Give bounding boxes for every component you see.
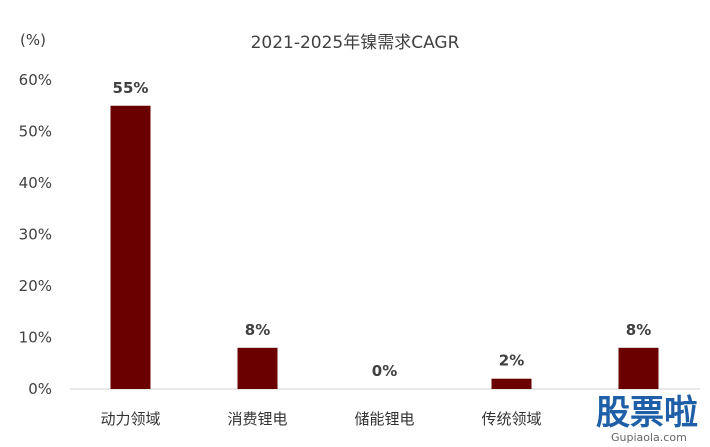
y-tick-label: 0% bbox=[28, 380, 52, 398]
chart-title: 2021-2025年镍需求CAGR bbox=[251, 33, 460, 53]
watermark-url: Gupiaola.com bbox=[611, 431, 687, 444]
y-tick-label: 40% bbox=[19, 174, 52, 192]
data-label: 8% bbox=[245, 321, 270, 339]
y-tick-label: 50% bbox=[19, 123, 52, 141]
y-tick-label: 60% bbox=[19, 71, 52, 89]
x-tick-label: 动力领域 bbox=[100, 410, 160, 428]
watermark: 股票啦 Gupiaola.com bbox=[596, 393, 698, 444]
data-label: 2% bbox=[499, 352, 524, 370]
bar bbox=[237, 347, 278, 389]
y-tick-label: 20% bbox=[19, 277, 52, 295]
bar bbox=[110, 105, 151, 389]
watermark-logo-text: 股票啦 bbox=[596, 393, 698, 433]
y-tick-label: 10% bbox=[19, 329, 52, 347]
data-label: 0% bbox=[372, 362, 397, 380]
data-label: 8% bbox=[626, 321, 651, 339]
bar bbox=[618, 347, 659, 389]
y-tick-label: 30% bbox=[19, 226, 52, 244]
x-tick-label: 消费锂电 bbox=[227, 410, 287, 428]
x-tick-label: 储能锂电 bbox=[354, 410, 414, 428]
bar bbox=[491, 378, 532, 389]
y-axis-unit: (%) bbox=[20, 31, 46, 49]
data-label: 55% bbox=[113, 79, 149, 97]
x-tick-label: 传统领域 bbox=[481, 410, 541, 428]
